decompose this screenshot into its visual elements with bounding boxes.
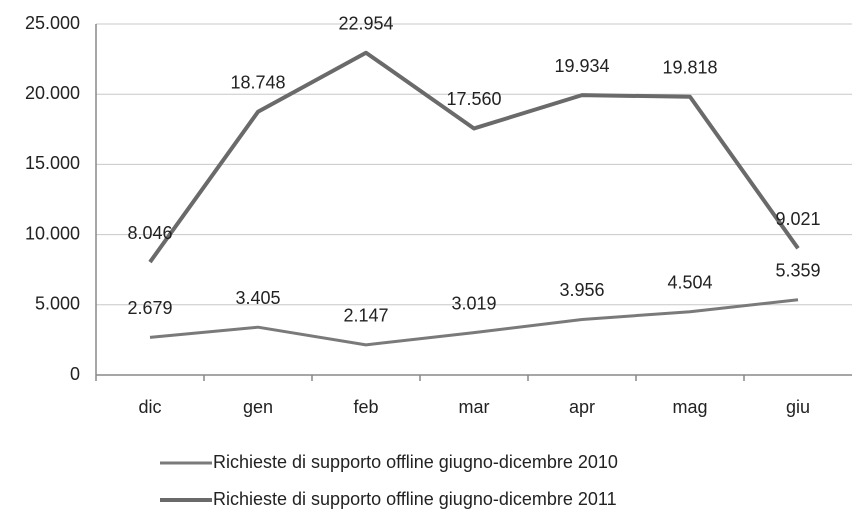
y-tick-label: 20.000 [25, 83, 80, 103]
data-label: 8.046 [127, 223, 172, 243]
x-tick-label: giu [786, 397, 810, 417]
x-tick-label: feb [353, 397, 378, 417]
data-label: 3.956 [559, 280, 604, 300]
x-tick-label: mar [459, 397, 490, 417]
data-label: 2.147 [343, 306, 388, 326]
data-label: 5.359 [775, 261, 820, 281]
x-tick-label: gen [243, 397, 273, 417]
y-tick-label: 25.000 [25, 13, 80, 33]
data-label: 19.934 [554, 56, 609, 76]
data-label: 18.748 [230, 73, 285, 93]
data-label: 17.560 [446, 89, 501, 109]
series-line [149, 298, 799, 347]
data-label: 3.019 [451, 293, 496, 313]
x-tick-label: dic [138, 397, 161, 417]
y-tick-label: 10.000 [25, 223, 80, 243]
data-label: 9.021 [775, 209, 820, 229]
data-label: 22.954 [338, 13, 393, 33]
legend-label: Richieste di supporto offline giugno-dic… [213, 452, 618, 472]
x-tick-label: apr [569, 397, 595, 417]
y-tick-label: 15.000 [25, 153, 80, 173]
legend-label: Richieste di supporto offline giugno-dic… [213, 489, 617, 509]
x-tick-label: mag [672, 397, 707, 417]
data-label: 19.818 [662, 58, 717, 78]
data-label: 4.504 [667, 273, 712, 293]
series-line [148, 50, 800, 264]
y-tick-label: 0 [70, 364, 80, 384]
data-label: 3.405 [235, 288, 280, 308]
data-label: 2.679 [127, 298, 172, 318]
y-tick-label: 5.000 [35, 294, 80, 314]
